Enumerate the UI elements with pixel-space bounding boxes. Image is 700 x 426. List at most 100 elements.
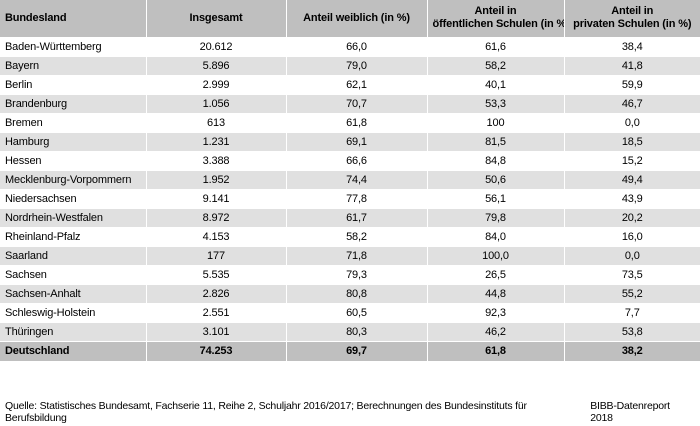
header-line: öffentlichen Schulen (in %) — [432, 18, 564, 31]
cell-anteil-weiblich: 70,7 — [286, 94, 428, 114]
cell-bundesland: Nordrhein-Westfalen — [0, 208, 147, 228]
cell-insgesamt: 4.153 — [146, 227, 287, 247]
table-row: Bremen 613 61,8 100 0,0 — [0, 113, 700, 133]
cell-anteil-weiblich: 77,8 — [286, 189, 428, 209]
header-insgesamt: Insgesamt — [146, 0, 287, 38]
cell-anteil-weiblich: 80,3 — [286, 322, 428, 342]
cell-anteil-oeffentlich: 50,6 — [427, 170, 565, 190]
cell-anteil-weiblich: 61,8 — [286, 113, 428, 133]
cell-anteil-privat: 73,5 — [564, 265, 700, 285]
table-body: Baden-Württemberg 20.612 66,0 61,6 38,4 Bayer… — [0, 37, 700, 362]
cell-anteil-oeffentlich: 61,6 — [427, 37, 565, 57]
cell-anteil-weiblich: 62,1 — [286, 75, 428, 95]
cell-anteil-weiblich: 74,4 — [286, 170, 428, 190]
cell-anteil-privat: 59,9 — [564, 75, 700, 95]
cell-bundesland: Brandenburg — [0, 94, 147, 114]
cell-bundesland: Schleswig-Holstein — [0, 303, 147, 323]
table-row: Baden-Württemberg 20.612 66,0 61,6 38,4 — [0, 37, 700, 57]
cell-bundesland: Thüringen — [0, 322, 147, 342]
cell-anteil-weiblich: 69,7 — [286, 341, 428, 362]
cell-anteil-privat: 46,7 — [564, 94, 700, 114]
cell-anteil-privat: 43,9 — [564, 189, 700, 209]
cell-insgesamt: 3.101 — [146, 322, 287, 342]
cell-insgesamt: 1.231 — [146, 132, 287, 152]
table-row: Berlin 2.999 62,1 40,1 59,9 — [0, 75, 700, 95]
header-anteil-weiblich: Anteil weiblich (in %) — [286, 0, 428, 38]
cell-bundesland: Baden-Württemberg — [0, 37, 147, 57]
cell-anteil-privat: 0,0 — [564, 246, 700, 266]
table-row: Hamburg 1.231 69,1 81,5 18,5 — [0, 132, 700, 152]
cell-anteil-oeffentlich: 46,2 — [427, 322, 565, 342]
cell-bundesland: Mecklenburg-Vorpommern — [0, 170, 147, 190]
cell-anteil-privat: 41,8 — [564, 56, 700, 76]
table-footer: Quelle: Statistisches Bundesamt, Fachser… — [5, 400, 695, 424]
table-row: Hessen 3.388 66,6 84,8 15,2 — [0, 151, 700, 171]
cell-anteil-oeffentlich: 100,0 — [427, 246, 565, 266]
cell-anteil-privat: 16,0 — [564, 227, 700, 247]
cell-anteil-weiblich: 79,3 — [286, 265, 428, 285]
table-row: Niedersachsen 9.141 77,8 56,1 43,9 — [0, 189, 700, 209]
cell-bundesland: Niedersachsen — [0, 189, 147, 209]
cell-insgesamt: 2.826 — [146, 284, 287, 304]
cell-anteil-privat: 0,0 — [564, 113, 700, 133]
cell-anteil-oeffentlich: 92,3 — [427, 303, 565, 323]
cell-anteil-oeffentlich: 84,0 — [427, 227, 565, 247]
table-row: Nordrhein-Westfalen 8.972 61,7 79,8 20,2 — [0, 208, 700, 228]
cell-anteil-weiblich: 80,8 — [286, 284, 428, 304]
cell-anteil-weiblich: 58,2 — [286, 227, 428, 247]
source-note: Quelle: Statistisches Bundesamt, Fachser… — [5, 400, 527, 424]
table-row: Schleswig-Holstein 2.551 60,5 92,3 7,7 — [0, 303, 700, 323]
header-anteil-oeffentlich: Anteil in öffentlichen Schulen (in %) — [427, 0, 565, 38]
cell-insgesamt: 74.253 — [146, 341, 287, 362]
table-row: Sachsen-Anhalt 2.826 80,8 44,8 55,2 — [0, 284, 700, 304]
cell-anteil-oeffentlich: 40,1 — [427, 75, 565, 95]
cell-anteil-oeffentlich: 58,2 — [427, 56, 565, 76]
header-bundesland: Bundesland — [0, 0, 147, 38]
cell-anteil-oeffentlich: 56,1 — [427, 189, 565, 209]
cell-anteil-privat: 53,8 — [564, 322, 700, 342]
cell-bundesland: Hamburg — [0, 132, 147, 152]
cell-insgesamt: 1.056 — [146, 94, 287, 114]
table-row: Rheinland-Pfalz 4.153 58,2 84,0 16,0 — [0, 227, 700, 247]
cell-bundesland: Berlin — [0, 75, 147, 95]
cell-anteil-privat: 55,2 — [564, 284, 700, 304]
cell-bundesland: Deutschland — [0, 341, 147, 362]
table-row: Brandenburg 1.056 70,7 53,3 46,7 — [0, 94, 700, 114]
cell-anteil-oeffentlich: 53,3 — [427, 94, 565, 114]
cell-anteil-oeffentlich: 44,8 — [427, 284, 565, 304]
cell-insgesamt: 3.388 — [146, 151, 287, 171]
cell-anteil-privat: 18,5 — [564, 132, 700, 152]
cell-anteil-weiblich: 61,7 — [286, 208, 428, 228]
header-line: Anteil in — [611, 5, 654, 18]
cell-anteil-weiblich: 66,0 — [286, 37, 428, 57]
cell-bundesland: Rheinland-Pfalz — [0, 227, 147, 247]
cell-insgesamt: 5.896 — [146, 56, 287, 76]
cell-insgesamt: 613 — [146, 113, 287, 133]
cell-anteil-weiblich: 60,5 — [286, 303, 428, 323]
cell-bundesland: Sachsen-Anhalt — [0, 284, 147, 304]
cell-bundesland: Hessen — [0, 151, 147, 171]
table-row: Sachsen 5.535 79,3 26,5 73,5 — [0, 265, 700, 285]
cell-anteil-oeffentlich: 100 — [427, 113, 565, 133]
table-row: Saarland 177 71,8 100,0 0,0 — [0, 246, 700, 266]
cell-anteil-weiblich: 79,0 — [286, 56, 428, 76]
cell-anteil-privat: 7,7 — [564, 303, 700, 323]
cell-anteil-weiblich: 66,6 — [286, 151, 428, 171]
header-anteil-privat: Anteil in privaten Schulen (in %) — [564, 0, 700, 38]
cell-anteil-oeffentlich: 26,5 — [427, 265, 565, 285]
header-row: Bundesland Insgesamt Anteil weiblich (in… — [0, 0, 700, 38]
cell-anteil-privat: 49,4 — [564, 170, 700, 190]
cell-anteil-oeffentlich: 84,8 — [427, 151, 565, 171]
cell-anteil-privat: 15,2 — [564, 151, 700, 171]
cell-anteil-privat: 20,2 — [564, 208, 700, 228]
cell-bundesland: Sachsen — [0, 265, 147, 285]
cell-anteil-weiblich: 69,1 — [286, 132, 428, 152]
header-line: privaten Schulen (in %) — [573, 18, 692, 31]
report-label: BIBB-Datenreport 2018 — [590, 400, 670, 424]
cell-anteil-oeffentlich: 79,8 — [427, 208, 565, 228]
cell-insgesamt: 2.999 — [146, 75, 287, 95]
cell-insgesamt: 177 — [146, 246, 287, 266]
cell-anteil-oeffentlich: 81,5 — [427, 132, 565, 152]
table-row: Mecklenburg-Vorpommern 1.952 74,4 50,6 49,4 — [0, 170, 700, 190]
